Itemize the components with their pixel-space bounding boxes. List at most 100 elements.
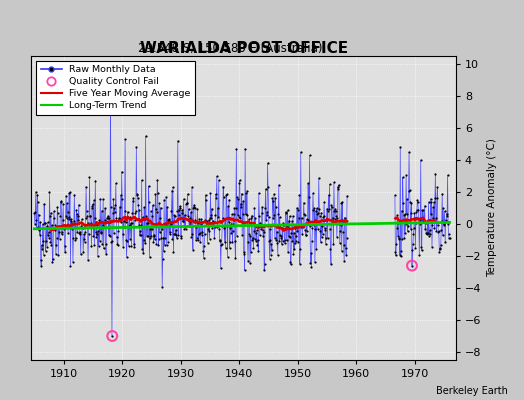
Point — [43, 243, 51, 250]
Point — [224, 203, 232, 210]
Point — [88, 204, 96, 211]
Point — [113, 234, 121, 240]
Point — [112, 215, 121, 222]
Point — [134, 202, 143, 208]
Point — [59, 225, 68, 232]
Point — [123, 209, 132, 215]
Point — [234, 196, 243, 202]
Point — [128, 219, 136, 226]
Point — [441, 239, 450, 246]
Point — [429, 204, 437, 210]
Point — [261, 186, 270, 192]
Point — [153, 177, 161, 184]
Point — [177, 234, 185, 241]
Point — [132, 208, 140, 215]
Point — [179, 196, 188, 202]
Point — [141, 240, 149, 246]
Point — [124, 243, 133, 249]
Point — [414, 218, 423, 225]
Point — [265, 237, 273, 244]
Point — [40, 201, 48, 207]
Legend: Raw Monthly Data, Quality Control Fail, Five Year Moving Average, Long-Term Tren: Raw Monthly Data, Quality Control Fail, … — [36, 61, 195, 115]
Point — [435, 245, 444, 252]
Point — [32, 224, 41, 231]
Point — [303, 228, 311, 234]
Point — [281, 236, 289, 243]
Point — [147, 233, 156, 239]
Point — [322, 217, 331, 223]
Point — [392, 225, 401, 232]
Point — [56, 213, 64, 219]
Point — [419, 207, 428, 214]
Point — [111, 202, 119, 208]
Point — [195, 216, 203, 222]
Point — [444, 221, 452, 227]
Point — [151, 206, 160, 212]
Point — [39, 238, 47, 244]
Point — [236, 201, 245, 207]
Point — [320, 213, 328, 219]
Point — [221, 239, 229, 245]
Point — [129, 197, 137, 204]
Point — [96, 229, 105, 236]
Point — [268, 195, 277, 202]
Point — [268, 246, 276, 253]
Point — [417, 157, 425, 163]
Point — [167, 220, 175, 227]
Point — [309, 190, 317, 196]
Point — [235, 213, 243, 220]
Point — [213, 224, 222, 230]
Point — [205, 236, 214, 242]
Point — [70, 192, 79, 198]
Point — [424, 199, 433, 205]
Point — [414, 206, 422, 213]
Point — [282, 209, 290, 215]
Point — [100, 245, 108, 252]
Point — [302, 216, 311, 222]
Point — [326, 226, 334, 232]
Point — [125, 214, 134, 220]
Point — [286, 233, 294, 240]
Point — [93, 222, 101, 228]
Point — [304, 194, 313, 200]
Point — [270, 191, 278, 198]
Point — [400, 211, 409, 217]
Point — [160, 242, 169, 248]
Point — [333, 215, 342, 222]
Point — [142, 212, 150, 219]
Point — [227, 221, 235, 227]
Point — [202, 197, 210, 204]
Point — [254, 248, 263, 254]
Point — [146, 226, 154, 232]
Point — [198, 232, 206, 238]
Point — [135, 207, 144, 213]
Point — [421, 226, 429, 232]
Point — [32, 217, 40, 224]
Point — [132, 144, 140, 150]
Point — [121, 208, 129, 214]
Point — [406, 226, 414, 232]
Point — [250, 228, 258, 234]
Point — [78, 220, 86, 226]
Point — [398, 236, 407, 242]
Point — [92, 234, 101, 240]
Point — [194, 236, 202, 243]
Point — [316, 239, 325, 245]
Point — [318, 234, 326, 241]
Point — [148, 226, 156, 232]
Point — [399, 212, 408, 218]
Point — [228, 211, 236, 218]
Point — [271, 195, 280, 202]
Point — [335, 221, 343, 227]
Point — [68, 220, 77, 227]
Point — [292, 204, 301, 211]
Point — [188, 184, 196, 190]
Point — [286, 258, 294, 265]
Point — [114, 242, 122, 248]
Point — [145, 254, 154, 260]
Point — [287, 261, 295, 268]
Point — [272, 236, 280, 243]
Point — [136, 232, 144, 238]
Point — [262, 217, 270, 223]
Point — [264, 184, 272, 190]
